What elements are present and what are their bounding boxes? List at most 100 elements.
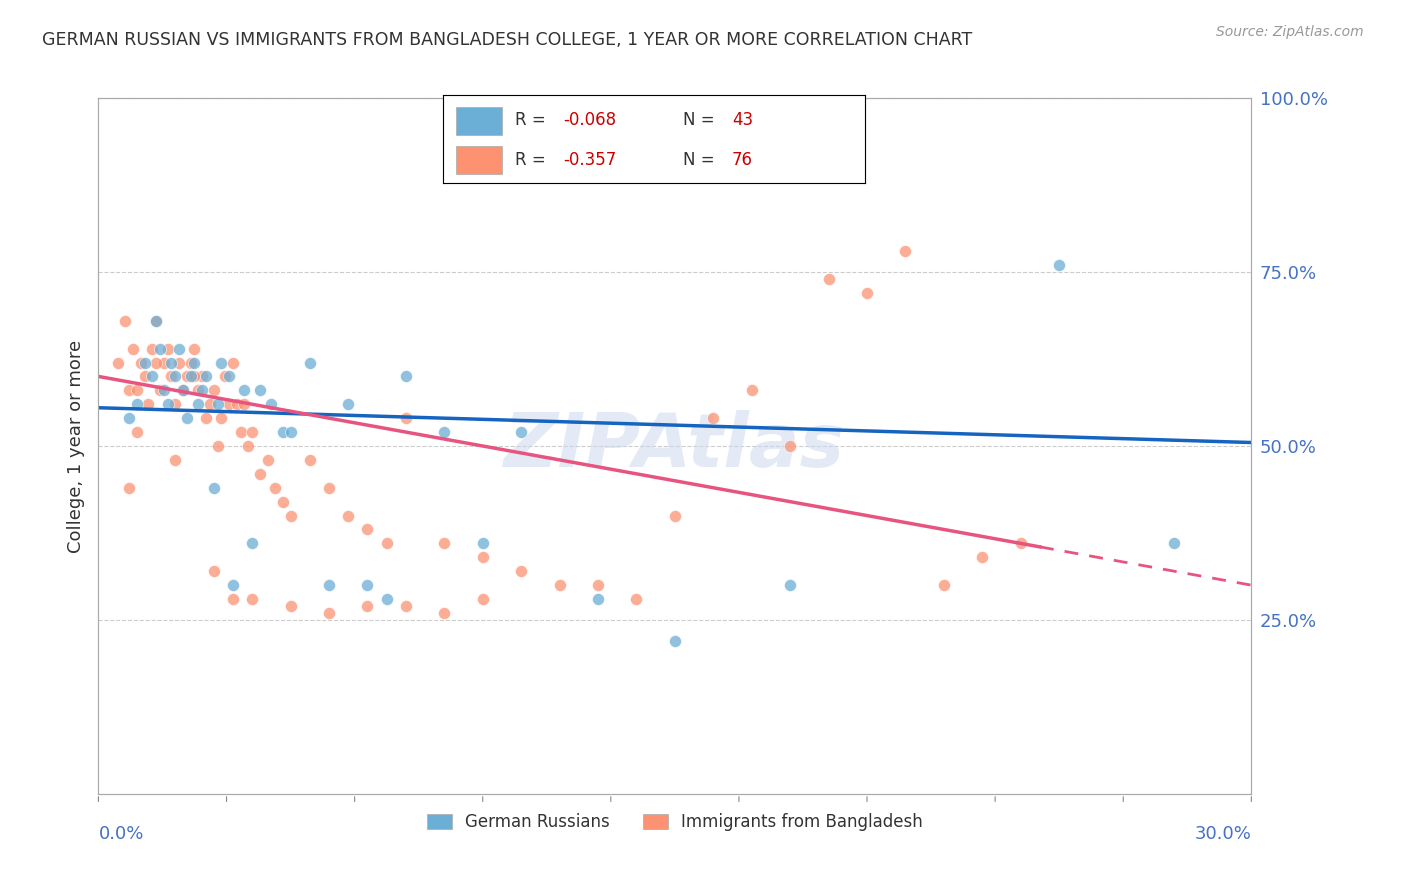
Point — [222, 592, 245, 607]
Point — [198, 397, 221, 411]
Point — [664, 633, 686, 648]
Point — [972, 550, 994, 565]
Point — [167, 342, 190, 356]
Point — [118, 384, 141, 398]
Text: -0.068: -0.068 — [562, 112, 616, 129]
Point — [209, 355, 232, 369]
Point — [218, 369, 240, 384]
Point — [264, 481, 287, 495]
Point — [240, 592, 263, 607]
Point — [249, 384, 271, 398]
Point — [156, 342, 179, 356]
Point — [225, 397, 247, 411]
Point — [145, 314, 167, 328]
Point — [202, 481, 225, 495]
Text: -0.357: -0.357 — [562, 151, 616, 169]
Point — [207, 439, 229, 453]
Point — [337, 508, 360, 523]
Point — [129, 355, 152, 369]
Point — [145, 314, 167, 328]
Point — [160, 369, 183, 384]
Point — [664, 508, 686, 523]
Point — [548, 578, 571, 592]
Point — [280, 599, 302, 613]
Point — [141, 369, 163, 384]
Point — [1047, 258, 1070, 272]
Point — [271, 425, 294, 439]
Point — [152, 384, 174, 398]
Point — [932, 578, 955, 592]
Point — [167, 355, 190, 369]
Point — [207, 397, 229, 411]
Point — [395, 411, 418, 425]
Point — [191, 369, 214, 384]
Point — [240, 425, 263, 439]
Point — [125, 384, 148, 398]
Point — [249, 467, 271, 481]
Text: R =: R = — [515, 151, 551, 169]
Text: GERMAN RUSSIAN VS IMMIGRANTS FROM BANGLADESH COLLEGE, 1 YEAR OR MORE CORRELATION: GERMAN RUSSIAN VS IMMIGRANTS FROM BANGLA… — [42, 31, 973, 49]
Point — [356, 599, 378, 613]
Text: Source: ZipAtlas.com: Source: ZipAtlas.com — [1216, 25, 1364, 39]
Point — [222, 578, 245, 592]
Point — [626, 592, 648, 607]
Text: 43: 43 — [731, 112, 754, 129]
Point — [165, 453, 187, 467]
Point — [318, 481, 340, 495]
Point — [183, 355, 205, 369]
Point — [145, 355, 167, 369]
Point — [856, 285, 879, 300]
Point — [152, 355, 174, 369]
FancyBboxPatch shape — [456, 107, 502, 135]
Y-axis label: College, 1 year or more: College, 1 year or more — [66, 340, 84, 552]
Point — [229, 425, 252, 439]
Point — [107, 355, 129, 369]
Point — [256, 453, 278, 467]
FancyBboxPatch shape — [456, 146, 502, 174]
Point — [318, 606, 340, 620]
Point — [183, 369, 205, 384]
Point — [280, 425, 302, 439]
Point — [298, 355, 321, 369]
Point — [134, 369, 156, 384]
Point — [395, 599, 418, 613]
Text: ZIPAtlas: ZIPAtlas — [505, 409, 845, 483]
Point — [183, 342, 205, 356]
Point — [149, 342, 172, 356]
Point — [779, 578, 801, 592]
Point — [1010, 536, 1032, 550]
Text: 0.0%: 0.0% — [98, 825, 143, 843]
Point — [471, 550, 494, 565]
Point — [240, 536, 263, 550]
Point — [280, 508, 302, 523]
Point — [238, 439, 260, 453]
Point — [375, 536, 398, 550]
Point — [298, 453, 321, 467]
Point — [433, 536, 456, 550]
Text: R =: R = — [515, 112, 551, 129]
Point — [195, 411, 218, 425]
Point — [222, 355, 245, 369]
Point — [118, 481, 141, 495]
Point — [510, 564, 533, 578]
Point — [233, 384, 256, 398]
Point — [471, 536, 494, 550]
Point — [187, 397, 209, 411]
Legend: German Russians, Immigrants from Bangladesh: German Russians, Immigrants from Banglad… — [420, 806, 929, 838]
Point — [318, 578, 340, 592]
Point — [172, 384, 194, 398]
Point — [138, 397, 160, 411]
Point — [433, 425, 456, 439]
Point — [195, 369, 218, 384]
Point — [356, 578, 378, 592]
Point — [176, 411, 198, 425]
Point — [260, 397, 283, 411]
Point — [471, 592, 494, 607]
Text: N =: N = — [683, 112, 720, 129]
Point — [779, 439, 801, 453]
Text: 30.0%: 30.0% — [1195, 825, 1251, 843]
Point — [149, 384, 172, 398]
Point — [375, 592, 398, 607]
Point — [233, 397, 256, 411]
Point — [817, 272, 839, 286]
